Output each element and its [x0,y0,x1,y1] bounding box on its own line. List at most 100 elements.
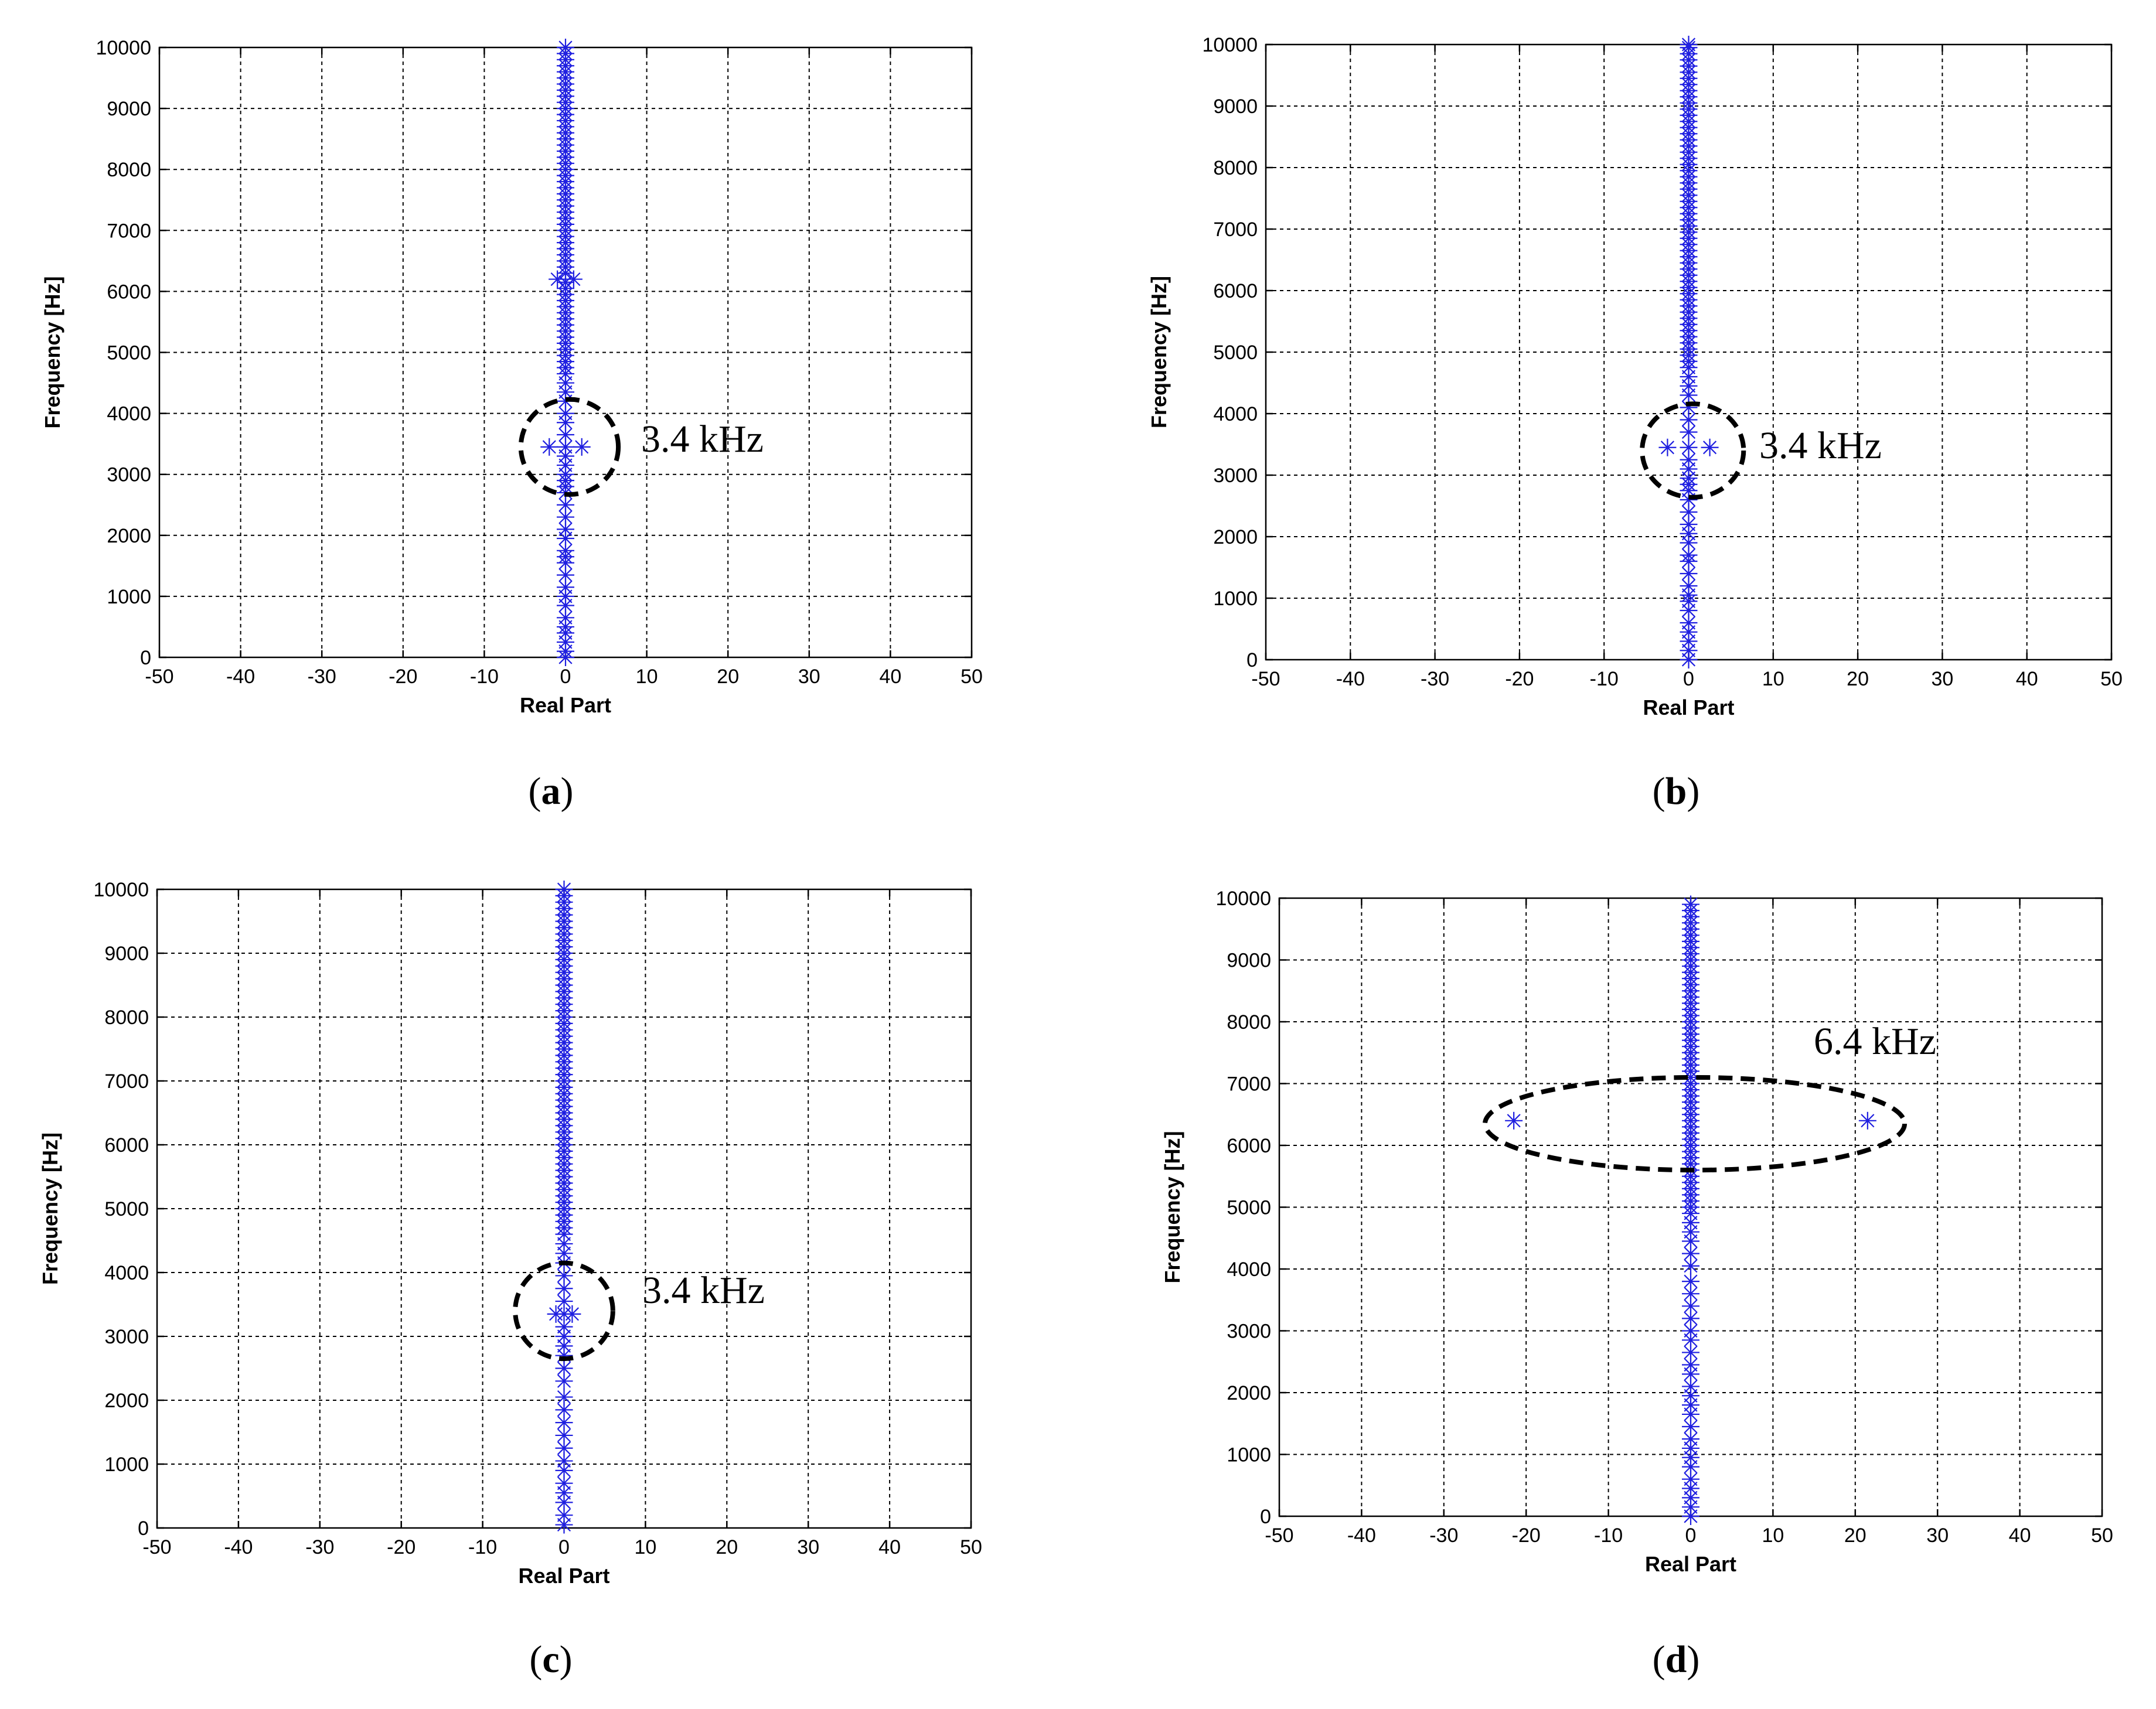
data-point [555,1267,573,1285]
y-tick-label: 8000 [104,1007,149,1029]
x-axis-label: Real Part [520,693,611,717]
x-tick-label: 30 [1931,668,1953,690]
y-tick-label: 10000 [96,37,151,59]
x-tick-label: -30 [1429,1524,1458,1547]
data-point [557,438,574,456]
y-axis-label: Frequency [Hz] [40,276,64,428]
y-tick-label: 2000 [107,525,151,547]
x-tick-label: -40 [224,1536,253,1558]
y-tick-label: 4000 [107,403,151,425]
x-tick-label: 0 [558,1536,570,1558]
x-tick-label: -40 [1336,668,1365,690]
y-tick-label: 1000 [104,1454,149,1476]
panel-caption: (a) [529,770,574,813]
data-point [1680,516,1698,533]
data-point [1680,36,1698,53]
y-tick-label: 0 [138,1517,149,1540]
data-point [555,1506,573,1524]
y-tick-label: 3000 [1213,465,1258,487]
data-point [555,1426,573,1444]
x-tick-label: -40 [226,666,255,688]
y-tick-label: 7000 [1227,1073,1271,1096]
y-axis-label: Frequency [Hz] [1147,276,1171,428]
y-tick-label: 3000 [104,1326,149,1348]
y-tick-label: 1000 [107,586,151,608]
data-point [555,1234,573,1253]
y-tick-label: 1000 [1227,1444,1271,1466]
data-point [555,1318,573,1336]
y-tick-label: 8000 [1227,1011,1271,1033]
x-tick-label: 0 [560,666,571,688]
x-tick-label: -30 [1421,668,1449,690]
x-tick-label: -20 [389,666,417,688]
x-axis-label: Real Part [1643,695,1734,719]
y-tick-label: 2000 [1227,1382,1271,1404]
data-point [563,1305,581,1323]
panel-caption: (d) [1653,1638,1700,1681]
data-point [1701,438,1719,456]
annotation-ellipse [513,1260,615,1362]
data-point [1680,438,1698,456]
x-tick-label: 20 [716,1536,738,1558]
y-tick-label: 5000 [1213,342,1258,364]
annotation-label: 6.4 kHz [1814,1020,1936,1063]
x-tick-label: 20 [1847,668,1869,690]
data-point [555,1474,573,1492]
x-tick-label: 40 [879,666,901,688]
y-tick-label: 5000 [104,1198,149,1220]
y-axis-label: Frequency [Hz] [38,1132,62,1285]
annotation-ellipse [1640,401,1746,500]
y-tick-label: 4000 [1227,1258,1271,1281]
annotation-label: 3.4 kHz [1759,424,1882,467]
x-axis-label: Real Part [518,1564,609,1588]
data-point [555,1359,573,1377]
x-tick-label: 50 [2091,1524,2113,1547]
x-tick-label: -10 [470,666,499,688]
x-tick-label: 40 [878,1536,901,1558]
data-point [1682,895,1699,913]
data-point [555,1328,573,1345]
x-tick-label: -10 [1594,1524,1623,1547]
x-tick-label: -30 [308,666,336,688]
y-tick-label: 7000 [107,220,151,242]
x-tick-label: -50 [145,666,173,688]
data-point [1682,1285,1699,1303]
x-tick-label: 0 [1685,1524,1697,1547]
y-tick-label: 10000 [93,879,149,901]
y-tick-label: 6000 [1213,280,1258,302]
y-tick-label: 6000 [107,281,151,303]
annotation-label: 3.4 kHz [642,1269,765,1312]
data-point [1680,565,1698,582]
y-tick-label: 3000 [1227,1321,1271,1343]
y-tick-label: 10000 [1215,888,1271,910]
x-tick-label: 20 [717,666,739,688]
y-tick-label: 2000 [104,1390,149,1412]
data-point [557,39,574,56]
y-tick-label: 2000 [1213,526,1258,548]
y-tick-label: 8000 [1213,157,1258,179]
y-tick-label: 1000 [1213,588,1258,610]
data-point [573,438,591,456]
y-tick-label: 7000 [104,1070,149,1093]
x-tick-label: 40 [2016,668,2038,690]
annotation-ellipse [518,397,621,497]
x-tick-label: 10 [636,666,658,688]
data-point [1658,438,1677,456]
chart-panel-b: -50 -40 -30 -20 -10 0 10 20 30 40 50 0 1000 2000 3000 4… [1147,34,2123,813]
y-tick-label: 8000 [107,159,151,181]
y-tick-label: 0 [1260,1506,1271,1528]
x-tick-label: -50 [1265,1524,1293,1547]
y-tick-label: 6000 [1227,1135,1271,1157]
data-point [1680,423,1698,441]
data-point [555,1461,573,1479]
annotation-label: 3.4 kHz [641,418,764,460]
x-tick-label: 10 [1762,668,1784,690]
x-tick-label: 10 [1762,1524,1784,1547]
y-tick-label: 10000 [1202,34,1258,56]
data-point [557,578,574,596]
x-tick-label: 30 [798,666,820,688]
x-tick-label: 30 [797,1536,819,1558]
y-tick-label: 7000 [1213,219,1258,241]
x-tick-label: -50 [1251,668,1280,690]
